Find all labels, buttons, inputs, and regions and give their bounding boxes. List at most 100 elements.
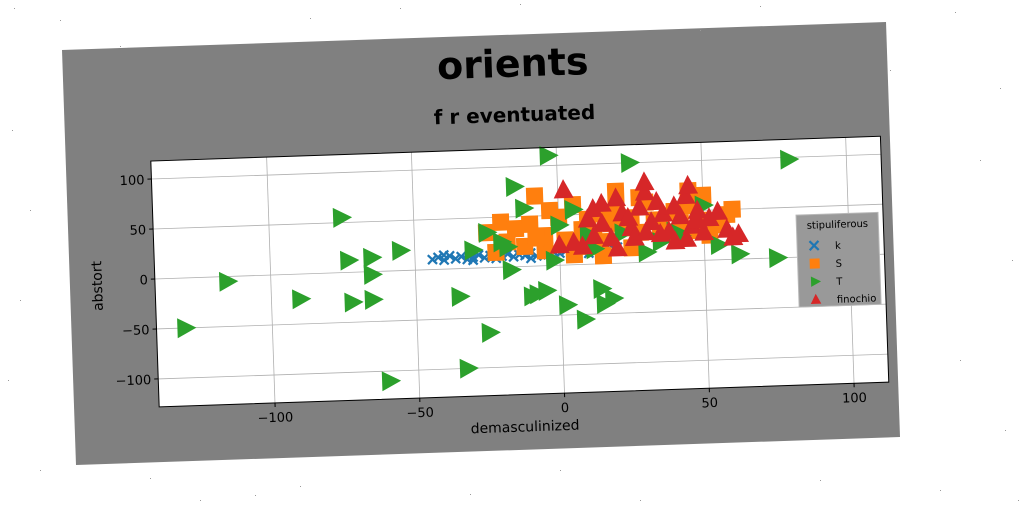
noise-speck (255, 495, 256, 496)
data-point (629, 196, 650, 216)
data-point (515, 198, 535, 219)
data-point (710, 235, 730, 256)
y-tick-label: −100 (115, 373, 151, 389)
noise-speck (300, 486, 301, 487)
x-tick-label: 0 (561, 401, 570, 416)
data-point (525, 252, 537, 264)
noise-speck (400, 8, 401, 9)
y-tick-label: 0 (139, 273, 148, 288)
y-tick-label: 100 (119, 173, 144, 189)
x-gridline (700, 142, 710, 389)
y-tick-label: −50 (122, 323, 150, 339)
data-point (539, 145, 559, 166)
noise-speck (12, 130, 13, 131)
y-tick-label: 50 (129, 223, 146, 239)
x-tick-label: −100 (257, 410, 293, 426)
data-point (459, 358, 479, 379)
data-point (498, 237, 519, 258)
data-point (432, 251, 444, 263)
plot-frame (150, 135, 890, 408)
y-gridline (158, 353, 888, 380)
noise-speck (8, 380, 9, 381)
data-point (550, 215, 570, 236)
noise-speck (310, 18, 311, 19)
data-point (450, 253, 462, 265)
data-point (545, 250, 566, 271)
data-point (699, 207, 720, 227)
data-point (438, 249, 450, 261)
legend-label: S (836, 259, 843, 270)
noise-speck (640, 500, 641, 501)
noise-speck (1012, 260, 1013, 261)
chart-subtitle: f r eventuated (433, 100, 595, 129)
data-point (585, 239, 606, 260)
data-point (677, 227, 698, 248)
tick-layer: −100 −50 0 50 100 −100 −50 0 50 100 (115, 173, 867, 426)
data-point (391, 240, 412, 261)
noise-speck (760, 6, 761, 7)
data-point (292, 289, 312, 310)
data-point (624, 226, 645, 247)
data-point (502, 260, 522, 281)
noise-speck (60, 20, 61, 21)
x-gridline (410, 152, 421, 399)
data-point (508, 251, 519, 263)
data-point (729, 223, 750, 243)
data-point (520, 215, 539, 233)
data-point (678, 174, 699, 195)
data-point (527, 229, 545, 247)
data-point (723, 200, 741, 219)
y-gridline (156, 303, 887, 330)
data-point (549, 234, 570, 254)
series-finochio (549, 171, 750, 257)
data-point (363, 247, 383, 268)
data-point (636, 221, 657, 241)
data-point (218, 271, 239, 292)
noise-speck (960, 360, 961, 361)
noise-speck (150, 478, 151, 479)
data-point (491, 213, 510, 231)
data-point (564, 200, 584, 220)
marker-layer (177, 145, 847, 392)
legend-label: finochio (837, 293, 877, 305)
noise-speck (1005, 430, 1006, 431)
noise-speck (120, 46, 121, 47)
x-tick-label: 100 (842, 391, 867, 407)
noise-speck (14, 8, 15, 9)
data-point (731, 244, 751, 265)
data-point (177, 318, 197, 339)
data-point (339, 250, 360, 271)
noise-speck (30, 210, 31, 211)
x-gridline (555, 147, 565, 394)
legend-title: stipuliferous (807, 219, 869, 232)
noise-speck (955, 12, 956, 13)
noise-speck (980, 160, 981, 161)
noise-speck (560, 470, 561, 471)
x-tick-label: −50 (406, 406, 434, 422)
data-point (464, 240, 484, 261)
data-point (607, 237, 628, 257)
data-point (505, 177, 525, 197)
data-point (332, 207, 353, 228)
data-point (481, 322, 501, 343)
data-point (584, 225, 605, 245)
data-point (583, 198, 604, 218)
noise-speck (20, 300, 21, 301)
legend-marker (810, 293, 822, 304)
x-gridline (266, 157, 276, 403)
data-point (694, 221, 715, 241)
data-point (592, 212, 613, 233)
data-point (573, 235, 593, 255)
legend-marker (810, 276, 822, 287)
data-point (618, 206, 639, 227)
data-point (558, 295, 579, 316)
legend-marker (809, 258, 820, 269)
noise-speck (890, 70, 891, 71)
data-point (538, 280, 558, 301)
data-point (650, 222, 671, 243)
noise-speck (520, 4, 521, 5)
y-gridline (151, 153, 882, 180)
noise-speck (40, 470, 41, 471)
